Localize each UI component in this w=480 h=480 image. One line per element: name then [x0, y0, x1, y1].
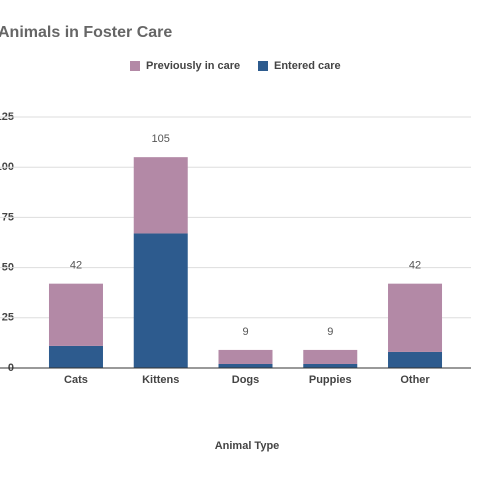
bar-segment [133, 157, 188, 234]
bar-segment [303, 363, 358, 368]
bar-segment [218, 349, 273, 364]
bar-segment [218, 363, 273, 368]
x-tick-label: Other [400, 374, 430, 386]
total-label: 9 [242, 326, 248, 338]
total-label: 9 [327, 326, 333, 338]
bar-segment [388, 351, 443, 368]
x-tick-label: Dogs [232, 374, 260, 386]
total-label: 42 [409, 260, 421, 272]
total-label: 105 [152, 133, 170, 145]
legend-label: Previously in care [146, 60, 240, 72]
legend-label: Entered care [274, 60, 341, 72]
x-tick-label: Puppies [309, 374, 352, 386]
bar-segment [388, 283, 443, 352]
legend-swatch [258, 61, 268, 71]
bar-segment [133, 233, 188, 368]
x-tick-label: Cats [64, 374, 88, 386]
x-axis-title: Animal Type [215, 440, 280, 452]
bar-segment [48, 283, 103, 346]
bar-segment [48, 345, 103, 368]
bar-segment [303, 349, 358, 364]
total-label: 42 [70, 260, 82, 272]
x-tick-label: Kittens [142, 374, 179, 386]
chart-title: Animals in Foster Care [0, 24, 172, 41]
legend-swatch [130, 61, 140, 71]
